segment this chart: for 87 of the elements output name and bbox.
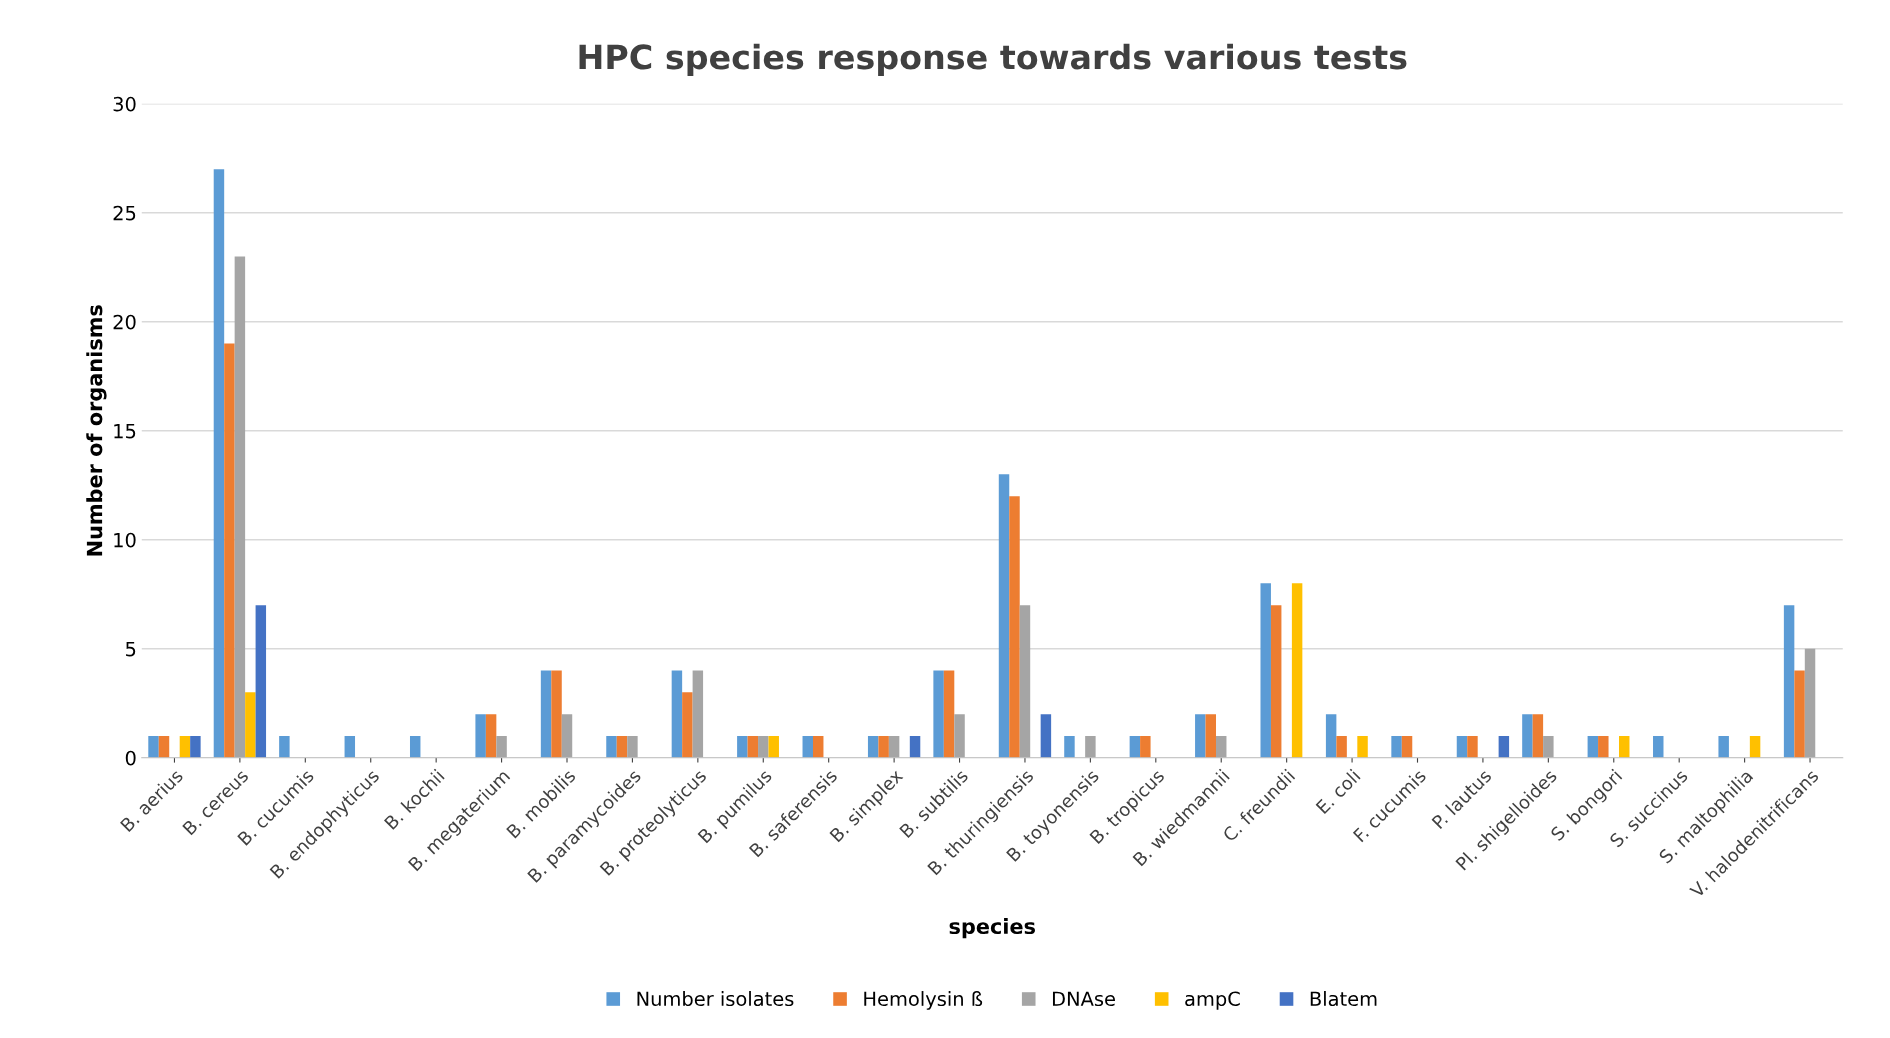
bar [1205, 714, 1216, 758]
bar [1498, 735, 1510, 758]
bar [909, 735, 921, 758]
bar [954, 714, 965, 758]
legend-label: DNAse [1052, 991, 1115, 1007]
bar [1401, 735, 1413, 758]
bar [245, 692, 256, 758]
bar [1325, 714, 1337, 758]
bar [1619, 735, 1630, 758]
bar [671, 670, 683, 758]
legend-label: Hemolysin ß [864, 991, 983, 1010]
y-tick-label: 5 [126, 641, 136, 657]
bar [224, 343, 235, 758]
bar [255, 605, 267, 758]
bar [682, 692, 693, 758]
legend-label: Number isolates [637, 991, 794, 1007]
bar [344, 735, 356, 758]
bar [606, 735, 617, 758]
bar [1009, 496, 1020, 758]
bar [1270, 605, 1282, 758]
bar [692, 670, 704, 758]
bar [1040, 714, 1052, 758]
bar [158, 735, 170, 758]
bar [758, 735, 769, 758]
bar [933, 670, 944, 758]
bar [1598, 735, 1609, 758]
bar [867, 735, 879, 758]
bar [409, 735, 421, 758]
bar [485, 714, 497, 758]
bar [1195, 714, 1206, 758]
bar [627, 735, 638, 758]
bar [1391, 735, 1402, 758]
bar [1653, 735, 1664, 758]
bar [1783, 605, 1795, 758]
bar [1718, 735, 1729, 758]
y-tick-label: 25 [113, 205, 136, 221]
bar [943, 670, 955, 758]
bar [1456, 735, 1468, 758]
bar [1140, 735, 1151, 758]
chart-title: HPC species response towards various tests [579, 43, 1407, 77]
bar [1467, 735, 1478, 758]
y-axis-title: Number of organisms [86, 305, 107, 556]
bar [540, 670, 552, 758]
bar [1522, 714, 1533, 758]
bar [1336, 735, 1347, 758]
bar [1532, 714, 1544, 758]
bar [148, 735, 159, 758]
bar [213, 169, 225, 758]
bar [878, 735, 889, 758]
bar [802, 735, 813, 758]
bar [1129, 735, 1141, 758]
bar [616, 735, 628, 758]
bar [1064, 735, 1075, 758]
y-tick-label: 15 [114, 423, 136, 439]
bar [768, 735, 779, 758]
bar [747, 735, 759, 758]
x-axis-title: species [949, 917, 1035, 939]
bar [1085, 735, 1096, 758]
bar [1019, 605, 1031, 758]
bar [998, 474, 1010, 758]
bar [1749, 735, 1761, 758]
bar [496, 735, 507, 758]
x-tick-label: E. coli [1315, 768, 1361, 815]
bar [1216, 735, 1227, 758]
bar [1794, 670, 1805, 758]
y-tick-label: 10 [114, 532, 136, 548]
bar [812, 735, 824, 758]
bar [1260, 583, 1271, 758]
bar [475, 714, 486, 758]
bar [1543, 735, 1554, 758]
bar [1587, 735, 1599, 758]
bar [737, 735, 748, 758]
bar [1357, 735, 1368, 758]
bar [1291, 583, 1303, 758]
bar [551, 670, 562, 758]
bar [1804, 648, 1816, 758]
bar [279, 735, 290, 758]
y-tick-label: 20 [113, 314, 136, 330]
bar [179, 735, 191, 758]
y-tick-label: 30 [113, 96, 136, 112]
legend-label: ampC [1185, 991, 1240, 1010]
bar [888, 735, 900, 758]
y-tick-label: 0 [125, 750, 136, 766]
legend-label: Blatem [1310, 991, 1377, 1007]
bar [190, 735, 201, 758]
bar [234, 256, 246, 758]
bar [561, 714, 573, 758]
